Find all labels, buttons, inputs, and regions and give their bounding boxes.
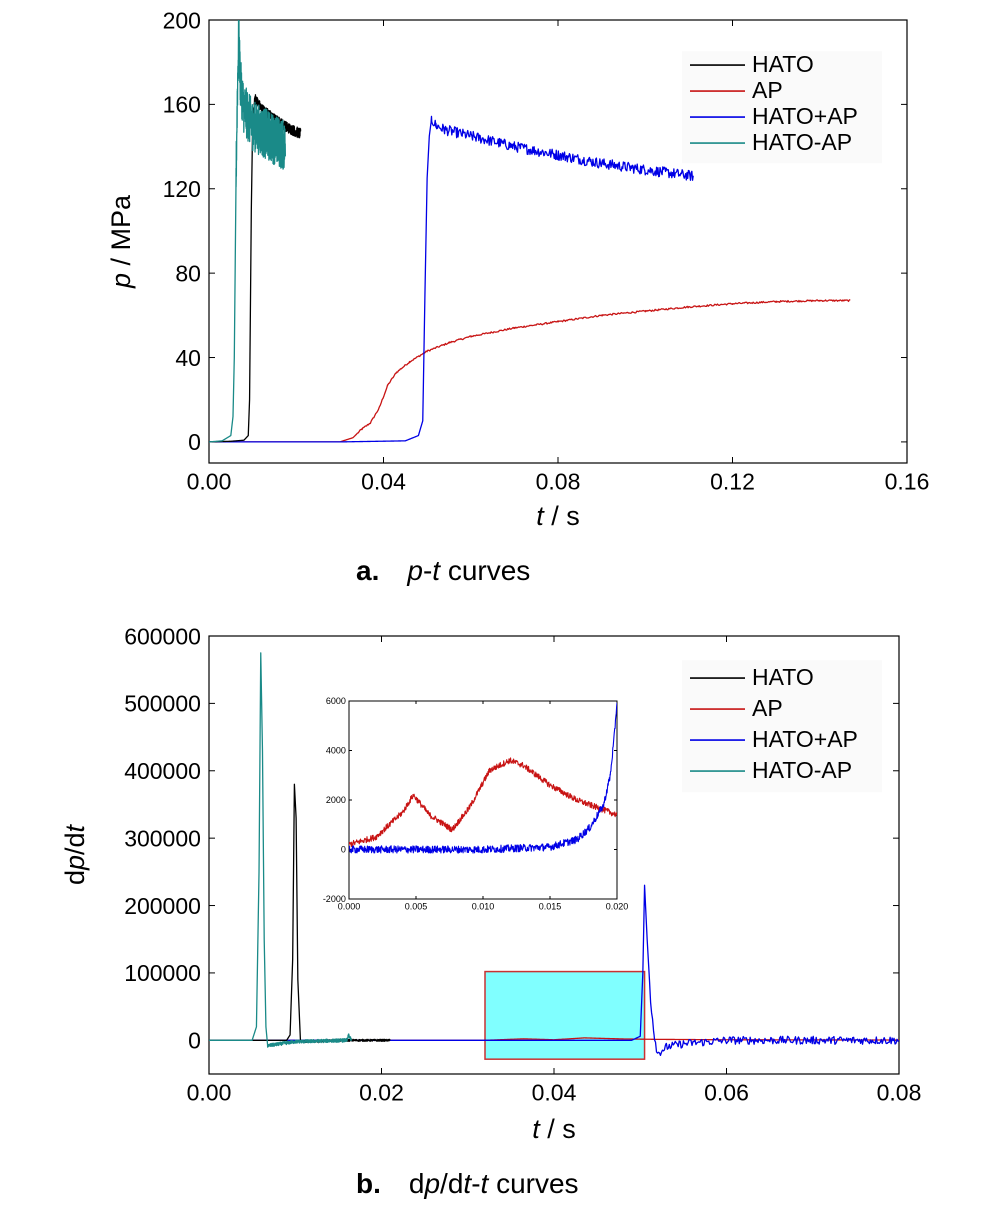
y-tick-label: 0 xyxy=(188,429,201,455)
series-group xyxy=(209,20,851,443)
legend-label: AP xyxy=(752,695,783,721)
inset-x-tick-label: 0.010 xyxy=(472,901,495,911)
y-tick-label: 300000 xyxy=(124,825,201,851)
y-tick-label: 160 xyxy=(163,92,201,118)
x-tick-label: 0.02 xyxy=(359,1079,404,1105)
legend-label: HATO-AP xyxy=(752,757,852,783)
legend-background xyxy=(682,660,882,793)
y-axis-title-part: p xyxy=(60,855,90,871)
legend-background xyxy=(682,51,882,164)
y-tick-label: 100000 xyxy=(124,960,201,986)
inset-series-line-hatoplusap xyxy=(349,702,617,854)
y-tick-label: 400000 xyxy=(124,758,201,784)
inset-y-tick-label: 2000 xyxy=(326,795,346,805)
x-tick-label: 0.16 xyxy=(885,468,930,494)
x-tick-label: 0.08 xyxy=(877,1079,922,1105)
series-line-hato-ap xyxy=(209,20,286,443)
x-tick-label: 0.00 xyxy=(187,1079,232,1105)
x-axis-title-part: / s xyxy=(544,501,580,531)
y-tick-label: 200000 xyxy=(124,893,201,919)
y-axis-title-part: / MPa xyxy=(106,194,136,273)
x-axis-title-part: t xyxy=(536,501,545,531)
series-line-hatoplusap xyxy=(209,115,694,443)
legend-label: HATO xyxy=(752,51,814,77)
y-axis-title-part: /d xyxy=(60,832,90,855)
y-axis-title-part: d xyxy=(60,870,90,885)
inset-x-tick-label: 0.005 xyxy=(405,901,428,911)
y-tick-label: 500000 xyxy=(124,691,201,717)
inset-y-tick-label: 0 xyxy=(341,845,346,855)
caption-part: d xyxy=(409,1168,425,1199)
inset-y-tick-label: -2000 xyxy=(323,894,346,904)
highlight-region xyxy=(484,970,646,1060)
y-tick-label: 80 xyxy=(175,260,201,286)
chart-b: 0.00 0.02 0.04 0.06 0.08 0 100000 200000 300000 4… xyxy=(60,623,921,1199)
x-tick-label: 0.00 xyxy=(187,468,232,494)
inset-series-group xyxy=(349,702,617,854)
inset-y-tick-label: 6000 xyxy=(326,696,346,706)
x-axis-title: t / s xyxy=(532,1114,576,1144)
series-group xyxy=(209,652,899,1057)
inset-series-line-ap xyxy=(349,757,617,848)
series-line-ap xyxy=(209,299,851,443)
inset-x-tick-label: 0.020 xyxy=(606,901,629,911)
inset-y-tick-label: 4000 xyxy=(326,746,346,756)
x-tick-label: 0.04 xyxy=(361,468,406,494)
series-line-hato xyxy=(209,94,302,443)
caption-part: t xyxy=(481,1168,490,1199)
caption-part: curves xyxy=(440,555,530,586)
figure-caption: a. p-t curves xyxy=(356,555,530,586)
caption-letter: a. xyxy=(356,555,379,586)
caption-part: p xyxy=(423,1168,440,1199)
inset-chart: 0.000 0.005 0.010 0.015 0.020 -2000 0 2000 4000 6… xyxy=(323,696,628,911)
series-line-hato-ap xyxy=(209,652,352,1048)
caption-letter: b. xyxy=(356,1168,381,1199)
y-tick-label: 40 xyxy=(175,345,201,371)
legend-label: AP xyxy=(752,77,783,103)
legend-label: HATO+AP xyxy=(752,726,858,752)
figure-caption: b. dp/dt-t curves xyxy=(356,1168,579,1199)
caption-part: /d xyxy=(440,1168,463,1199)
y-axis-title: p / MPa xyxy=(106,194,136,289)
y-tick-label: 120 xyxy=(163,176,201,202)
x-axis-title: t / s xyxy=(536,501,580,531)
chart-a: 0.00 0.04 0.08 0.12 0.16 0 40 80 120 160 200 HATOAP… xyxy=(106,7,929,586)
x-tick-label: 0.12 xyxy=(710,468,755,494)
legend-label: HATO+AP xyxy=(752,103,858,129)
inset-x-tick-label: 0.000 xyxy=(338,901,361,911)
y-axis-title-part: p xyxy=(106,273,136,289)
caption-part: curves xyxy=(488,1168,578,1199)
x-tick-label: 0.04 xyxy=(532,1079,577,1105)
y-axis-title: dp/dt xyxy=(60,823,90,885)
caption-part: t xyxy=(432,555,441,586)
x-tick-label: 0.06 xyxy=(704,1079,749,1105)
legend-label: HATO-AP xyxy=(752,129,852,155)
caption-part: p xyxy=(406,555,423,586)
caption-part: - xyxy=(423,555,432,586)
caption-part: t xyxy=(463,1168,472,1199)
legend-label: HATO xyxy=(752,664,814,690)
y-tick-label: 0 xyxy=(188,1028,201,1054)
x-axis-title-part: t xyxy=(532,1114,541,1144)
y-tick-label: 600000 xyxy=(124,623,201,649)
caption-part: - xyxy=(471,1168,480,1199)
y-axis-title-part: t xyxy=(60,823,90,832)
y-tick-label: 200 xyxy=(163,7,201,33)
inset-x-tick-label: 0.015 xyxy=(539,901,562,911)
x-tick-label: 0.08 xyxy=(536,468,581,494)
x-axis-title-part: / s xyxy=(540,1114,576,1144)
